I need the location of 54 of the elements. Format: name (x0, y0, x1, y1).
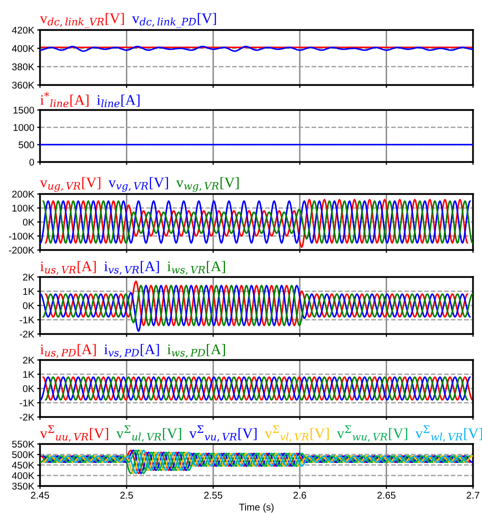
y-tick-label: -1K (20, 316, 34, 324)
y-tick-label: 360K (12, 82, 34, 89)
series-label: i$_{us,PD}$[A] (40, 344, 96, 358)
series-label: v$^{Σ}$$_{uu,VR}$[V] (40, 425, 108, 442)
series-label: v$^{Σ}$$_{wu,VR}$[V] (336, 425, 408, 442)
series-label: v$^{Σ}$$_{wl,VR}$[V] (415, 425, 482, 442)
x-axis-title: Time (s) (239, 503, 274, 512)
y-tick-label: 380K (12, 63, 34, 70)
y-tick-label: 200K (12, 190, 34, 198)
series-label: v$^{Σ}$$_{ul,VR}$[V] (116, 425, 182, 442)
y-tick-label: -200K (8, 246, 34, 254)
x-tick-label: 2.5 (120, 492, 133, 499)
y-tick-label: 0 (29, 158, 34, 166)
series-label: v$_{vg,VR}$[V] (108, 177, 168, 192)
series-label: i$_{ws,PD}$[A] (167, 344, 225, 358)
series-label: v$_{ug,VR}$[V] (40, 177, 100, 192)
y-tick-label: 550K (12, 440, 34, 448)
series-label: i$_{us,VR}$[A] (40, 261, 96, 275)
x-tick-label: 2.55 (204, 492, 222, 499)
y-tick-label: 100K (12, 204, 34, 212)
legend-label: i$^{*}$$_{line}$[A] (40, 92, 88, 108)
y-tick-label: 0K (22, 385, 34, 392)
x-tick-label: 2.7 (466, 492, 480, 499)
y-tick-label: 0K (22, 218, 34, 226)
y-tick-label: 400K (12, 45, 34, 52)
y-tick-label: -2K (20, 414, 34, 421)
y-tick-label: 500K (12, 451, 34, 458)
text: i$_{line}$[A] (96, 94, 140, 108)
series-label: i$_{vs,PD}$[A] (104, 344, 159, 358)
series-label: i$_{vs,VR}$[A] (104, 261, 159, 275)
y-tick-label: 350K (12, 482, 34, 490)
series-label: v$_{wg,VR}$[V] (176, 177, 239, 192)
y-tick-label: 500 (18, 141, 34, 148)
y-tick-label: 2K (23, 274, 34, 281)
x-tick-label: 2.65 (377, 492, 396, 499)
series-label: v$_{dc,link_PD}$[V] (132, 12, 216, 28)
y-tick-label: 1000 (14, 124, 34, 131)
x-tick-label: 2.6 (294, 492, 306, 499)
series-label: i$_{ws,VR}$[A] (167, 261, 225, 275)
y-tick-label: 400K (12, 472, 34, 480)
y-tick-label: 450K (12, 462, 34, 469)
x-tick-label: 2.45 (31, 492, 50, 499)
y-tick-label: 1500 (14, 106, 34, 114)
series-label: v$_{dc,link_VR}$[V] (40, 12, 124, 28)
series-label: v$^{Σ}$$_{vl,VR}$[V] (264, 425, 329, 442)
y-tick-label: -2K (20, 330, 34, 338)
y-tick-label: 1K (23, 288, 34, 295)
y-tick-label: 420K (12, 26, 34, 34)
y-tick-label: -1K (20, 400, 34, 406)
y-tick-label: 0K (22, 302, 34, 310)
y-tick-label: 1K (23, 371, 34, 378)
y-tick-label: 2K (23, 356, 34, 364)
y-tick-label: -100K (8, 232, 34, 240)
series-label: v$^{Σ}$$_{vu,VR}$[V] (189, 425, 257, 442)
